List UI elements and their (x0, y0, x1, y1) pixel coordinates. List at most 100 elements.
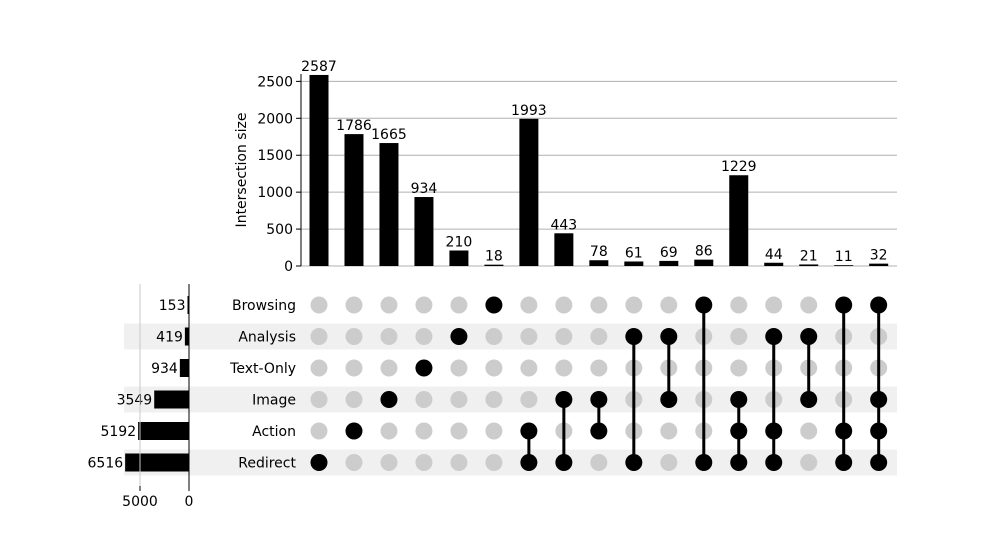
matrix-dot-filled-11-browsing (695, 296, 713, 314)
intersection-bars (309, 74, 889, 267)
matrix-dot-empty-12-text-only (730, 359, 748, 377)
matrix-dot-empty-5-analysis (485, 328, 503, 345)
intersection-bar-label-0: 2587 (301, 59, 337, 75)
matrix-dot-empty-3-redirect (415, 454, 433, 471)
matrix-dot-filled-15-browsing (835, 296, 853, 314)
matrix-dot-empty-3-browsing (415, 296, 433, 314)
matrix-dot-empty-6-browsing (520, 296, 538, 314)
intersection-bar-15 (834, 265, 854, 266)
matrix-dot-empty-8-browsing (590, 296, 608, 314)
intersection-bar-label-11: 86 (695, 244, 713, 260)
intersection-bar-4 (449, 250, 469, 266)
matrix-dot-empty-2-redirect (380, 454, 398, 471)
matrix-dot-empty-6-text-only (520, 359, 538, 377)
set-size-label-analysis: 419 (156, 330, 183, 346)
y-axis-label: Intersection size (234, 113, 250, 228)
matrix-dot-empty-3-analysis (415, 328, 433, 345)
intersection-bar-label-1: 1786 (336, 118, 372, 134)
matrix-dot-empty-7-text-only (555, 359, 573, 377)
intersection-bar-3 (414, 197, 434, 266)
set-name-action: Action (252, 424, 296, 440)
set-size-bar-text-only (179, 359, 189, 377)
matrix-dot-empty-7-browsing (555, 296, 573, 314)
matrix-dot-empty-1-image (345, 391, 363, 408)
set-size-label-image: 3549 (117, 393, 153, 409)
matrix-dot-empty-8-analysis (590, 328, 608, 345)
set-name-image: Image (252, 393, 296, 409)
set-size-bar-action (138, 422, 189, 440)
intersection-bar-label-13: 44 (765, 247, 783, 263)
intersection-bar-10 (659, 260, 679, 266)
matrix-dot-filled-15-action (835, 422, 853, 440)
set-name-browsing: Browsing (232, 298, 296, 314)
matrix-dot-filled-13-action (765, 422, 783, 440)
set-name-analysis: Analysis (238, 330, 296, 346)
matrix-dot-filled-2-image (380, 391, 398, 408)
matrix-dot-empty-10-redirect (660, 454, 678, 471)
matrix-dot-empty-2-action (380, 422, 398, 440)
matrix-dot-empty-1-redirect (345, 454, 363, 471)
intersection-bar-label-2: 1665 (371, 127, 407, 143)
intersection-bar-8 (589, 260, 609, 266)
intersection-bar-0 (309, 74, 329, 267)
matrix-dot-filled-7-redirect (555, 454, 573, 471)
matrix-dot-filled-16-browsing (870, 296, 888, 314)
intersection-bar-16 (869, 263, 889, 266)
matrix-dot-filled-12-action (730, 422, 748, 440)
matrix-dot-filled-16-image (870, 391, 888, 408)
set-name-labels: Browsing Analysis Text-Only Image Action Redi… (229, 298, 296, 472)
set-size-axis: 5000 0 (122, 284, 193, 510)
matrix-dot-empty-5-action (485, 422, 503, 440)
matrix-dot-filled-4-analysis (450, 328, 468, 345)
y-tick-label-2500: 2500 (257, 74, 293, 90)
matrix-dot-filled-15-redirect (835, 454, 853, 471)
matrix-dot-filled-6-action (520, 422, 538, 440)
matrix-dot-empty-0-text-only (310, 359, 328, 377)
matrix-dot-empty-14-redirect (800, 454, 818, 471)
matrix-dot-empty-5-text-only (485, 359, 503, 377)
intersection-matrix (310, 296, 888, 471)
set-size-tick-label-5000: 5000 (122, 494, 158, 510)
matrix-dot-empty-0-image (310, 391, 328, 408)
intersection-bar-11 (694, 259, 714, 266)
matrix-dot-filled-3-text-only (415, 359, 433, 377)
set-size-label-browsing: 153 (159, 298, 186, 314)
matrix-dot-filled-8-action (590, 422, 608, 440)
matrix-dot-empty-14-action (800, 422, 818, 440)
intersection-bar-label-10: 69 (660, 245, 678, 261)
matrix-dot-empty-7-analysis (555, 328, 573, 345)
y-tick-label-500: 500 (266, 222, 293, 238)
y-tick-label-1000: 1000 (257, 185, 293, 201)
matrix-dot-empty-4-browsing (450, 296, 468, 314)
matrix-dot-filled-5-browsing (485, 296, 503, 314)
intersection-bar-7 (554, 233, 574, 266)
set-size-bar-browsing (187, 296, 189, 314)
set-size-label-text-only: 934 (151, 361, 178, 377)
intersection-bar-1 (344, 134, 364, 266)
matrix-dot-empty-8-redirect (590, 454, 608, 471)
matrix-dot-empty-6-analysis (520, 328, 538, 345)
matrix-dot-empty-2-browsing (380, 296, 398, 314)
set-name-text-only: Text-Only (229, 361, 296, 377)
matrix-dot-empty-4-redirect (450, 454, 468, 471)
matrix-dot-empty-0-analysis (310, 328, 328, 345)
matrix-dot-empty-13-browsing (765, 296, 783, 314)
matrix-dot-filled-10-analysis (660, 328, 678, 345)
matrix-dot-filled-16-redirect (870, 454, 888, 471)
matrix-dot-empty-12-browsing (730, 296, 748, 314)
set-size-bars: 153 419 934 3549 5192 6516 (88, 296, 189, 472)
intersection-bar-6 (519, 118, 539, 266)
intersection-bar-label-15: 11 (835, 249, 853, 265)
intersection-bar-2 (379, 143, 399, 266)
intersection-bar-9 (624, 261, 644, 266)
intersection-bar-label-8: 78 (590, 244, 608, 260)
matrix-dot-filled-9-analysis (625, 328, 643, 345)
intersection-bar-label-3: 934 (411, 181, 438, 197)
matrix-dot-empty-1-text-only (345, 359, 363, 377)
matrix-dot-filled-13-redirect (765, 454, 783, 471)
matrix-dot-empty-4-image (450, 391, 468, 408)
intersection-bar-label-12: 1229 (721, 159, 757, 175)
matrix-dot-empty-14-browsing (800, 296, 818, 314)
set-size-bar-image (154, 390, 189, 409)
